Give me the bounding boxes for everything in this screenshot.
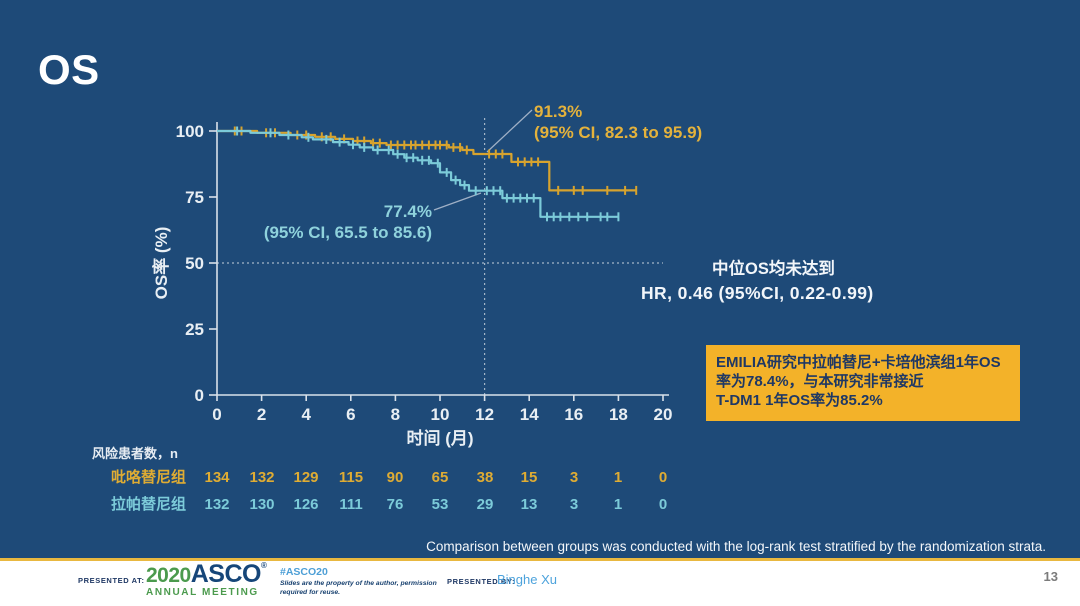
risk-count: 134 [204,469,230,486]
svg-text:10: 10 [431,405,450,424]
presented-by-label: PRESENTED BY: [447,577,516,586]
annotation-lapatinib-ci: (95% CI, 65.5 to 85.6) [263,223,432,242]
reuse-note: Slides are the property of the author, p… [280,580,437,596]
svg-text:16: 16 [564,405,583,424]
svg-text:2: 2 [257,405,266,424]
annotation-pyrotinib-ci: (95% CI, 82.3 to 95.9) [534,123,703,142]
svg-text:50: 50 [185,254,204,273]
risk-count: 111 [339,496,363,513]
svg-text:75: 75 [185,188,204,207]
callout-line2: T-DM1 1年OS率为85.2% [716,392,883,410]
risk-count: 0 [658,469,668,486]
median-os-text: 中位OS均未达到 [712,260,835,278]
annotation-pyrotinib-value: 91.3% [534,102,583,121]
svg-text:0: 0 [212,405,221,424]
presenter-name: Binghe Xu [497,572,557,587]
risk-count: 126 [293,496,319,513]
risk-count: 15 [520,469,538,486]
svg-text:18: 18 [609,405,628,424]
risk-count: 1 [613,496,623,513]
svg-text:14: 14 [520,405,539,424]
risk-row-label: 吡咯替尼组 [110,469,186,486]
page-title: OS [38,46,100,93]
svg-text:4: 4 [301,405,311,424]
svg-text:0: 0 [195,386,204,405]
svg-text:25: 25 [185,320,204,339]
risk-count: 132 [204,496,230,513]
risk-count: 76 [386,496,404,513]
svg-text:8: 8 [391,405,400,424]
risk-count: 90 [386,469,404,486]
svg-text:20: 20 [654,405,673,424]
annotation-lapatinib: 77.4% (95% CI, 65.5 to 85.6) [250,201,432,243]
svg-text:6: 6 [346,405,355,424]
risk-count: 29 [476,496,494,513]
risk-count: 129 [293,469,319,486]
asco-logo: 2020ASCO® ANNUAL MEETING [146,562,267,598]
svg-text:100: 100 [176,122,204,141]
risk-count: 132 [249,469,275,486]
risk-count: 3 [569,496,579,513]
asco-logo-subtitle: ANNUAL MEETING [146,587,259,598]
hashtag: #ASCO20 [280,566,328,578]
emilia-comparison-callout: EMILIA研究中拉帕替尼+卡培他滨组1年OS率为78.4%，与本研究非常接近 … [706,345,1020,421]
risk-count: 65 [431,469,449,486]
risk-count: 130 [249,496,275,513]
risk-table-label: 风险患者数，n [92,446,178,461]
risk-count: 3 [569,469,579,486]
svg-text:OS率 (%): OS率 (%) [151,227,171,300]
risk-row-label: 拉帕替尼组 [110,496,186,513]
risk-count: 115 [338,469,364,486]
asco-logo-registered-icon: ® [260,561,267,570]
risk-count: 38 [476,469,494,486]
annotation-lapatinib-value: 77.4% [383,202,432,221]
hazard-ratio-text: HR, 0.46 (95%CI, 0.22-0.99) [641,283,874,303]
svg-text:12: 12 [475,405,494,424]
risk-count: 0 [658,496,668,513]
presented-at-label: PRESENTED AT: [78,576,145,585]
page-number: 13 [1043,569,1058,584]
callout-line1: EMILIA研究中拉帕替尼+卡培他滨组1年OS率为78.4%，与本研究非常接近 [716,354,1001,391]
risk-count: 1 [613,469,623,486]
risk-count: 53 [431,496,449,513]
statistics-footnote: Comparison between groups was conducted … [426,539,1046,554]
svg-text:时间 (月): 时间 (月) [406,428,473,448]
asco-logo-org: ASCO [190,560,262,588]
risk-count: 13 [520,496,538,513]
asco-logo-year: 2020 [146,564,191,587]
footer-bar: PRESENTED AT: 2020ASCO® ANNUAL MEETING #… [0,558,1080,606]
annotation-pyrotinib: 91.3% (95% CI, 82.3 to 95.9) [534,101,702,143]
